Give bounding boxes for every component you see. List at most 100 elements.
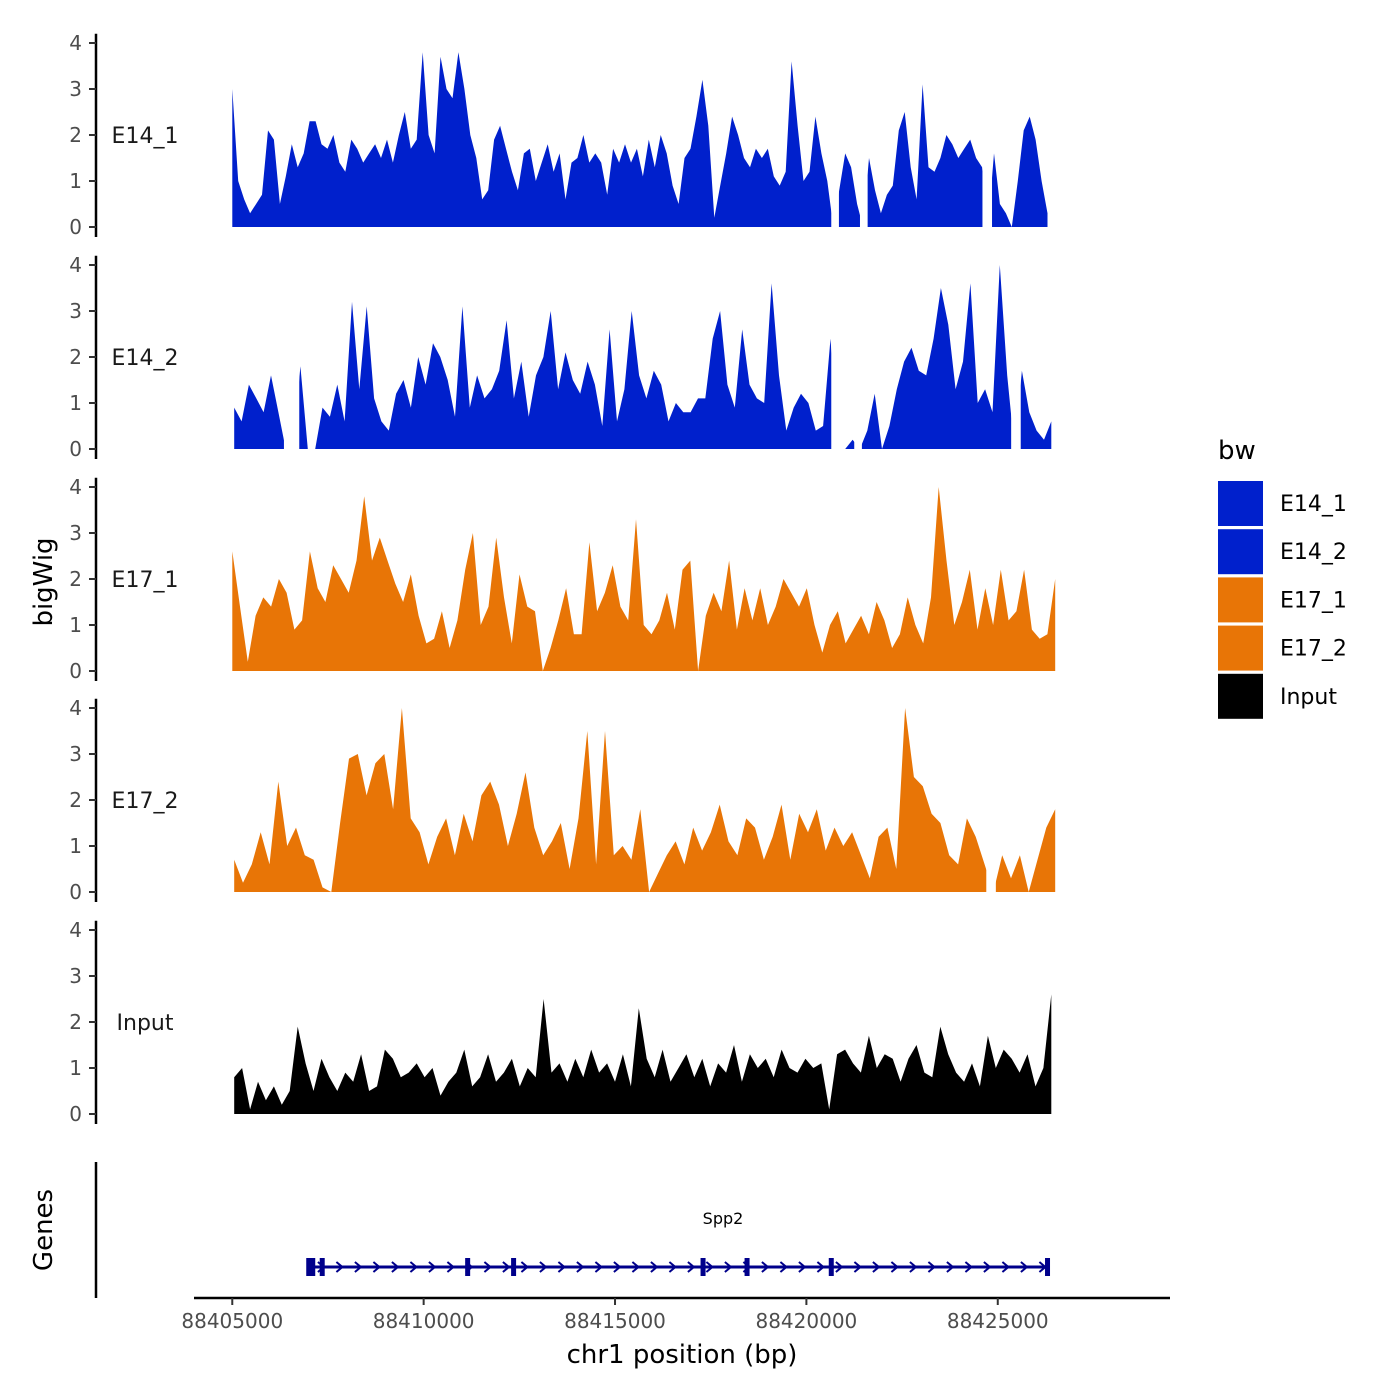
signal-area-e17-1 [232, 487, 1056, 671]
x-ticks: 88405000 88410000 88415000 88420000 88425000 [181, 1298, 1049, 1333]
track-panels: 0 1 2 3 4 E14_1 0 1 2 3 4 E14_2 0 1 2 3 4 E17_1 0 1 2 3 4 E17_2… [69, 31, 1056, 1126]
strand-chevron [946, 1261, 955, 1273]
strand-chevron [631, 1261, 640, 1273]
strand-chevron [409, 1261, 418, 1273]
y-tick-label: 3 [69, 742, 82, 766]
strand-chevron [576, 1261, 585, 1273]
strand-chevron [446, 1261, 455, 1273]
x-axis: 88405000 88410000 88415000 88420000 88425000… [181, 1296, 1170, 1370]
y-tick-label: 3 [69, 964, 82, 988]
legend-items: E14_1 E14_2 E17_1 E17_2 Input [1218, 481, 1347, 719]
gene-exon [744, 1258, 750, 1276]
strand-chevron [872, 1261, 881, 1273]
x-tick-label: 88420000 [755, 1309, 857, 1333]
genes-axis-title: Genes [29, 1189, 59, 1271]
signal-gap [831, 33, 839, 227]
legend-title: bw [1218, 436, 1256, 466]
strand-chevron [391, 1261, 400, 1273]
y-tick-label: 4 [69, 696, 82, 720]
y-tick-label: 4 [69, 918, 82, 942]
track-e17-2: 0 1 2 3 4 E17_2 [69, 696, 1056, 904]
y-tick-label: 4 [69, 475, 82, 499]
legend-swatch [1218, 625, 1263, 671]
x-axis-title: chr1 position (bp) [567, 1340, 798, 1370]
strand-chevron [779, 1261, 788, 1273]
y-tick-label: 2 [69, 788, 82, 812]
strand-chevron [557, 1261, 566, 1273]
strand-chevron [983, 1261, 992, 1273]
track-label: E14_1 [112, 124, 179, 149]
signal-gap [831, 255, 839, 449]
legend: bw E14_1 E14_2 E17_1 E17_2 Input [1218, 436, 1347, 719]
y-tick-label: 0 [69, 437, 82, 461]
track-label: E17_1 [112, 568, 179, 593]
track-input: 0 1 2 3 4 Input [69, 918, 1052, 1126]
y-tick-label: 1 [69, 1056, 82, 1080]
strand-chevron [927, 1261, 936, 1273]
legend-label: E14_2 [1280, 540, 1347, 565]
strand-chevron [835, 1261, 844, 1273]
legend-label: E17_2 [1280, 637, 1347, 662]
strand-chevron [890, 1261, 899, 1273]
strand-chevron [539, 1261, 548, 1273]
legend-swatch [1218, 673, 1263, 719]
y-tick-label: 1 [69, 169, 82, 193]
y-tick-label: 0 [69, 215, 82, 239]
legend-label: E17_1 [1280, 588, 1347, 613]
y-tick-label: 0 [69, 880, 82, 904]
y-tick-label: 1 [69, 613, 82, 637]
y-tick-label: 1 [69, 391, 82, 415]
strand-chevron [798, 1261, 807, 1273]
signal-gap [1011, 255, 1021, 449]
strand-chevron [853, 1261, 862, 1273]
strand-chevron [1020, 1261, 1029, 1273]
gene-label: Spp2 [703, 1209, 744, 1228]
gene-panel: Genes Spp2 [29, 1162, 1051, 1298]
strand-chevron [705, 1261, 714, 1273]
strand-chevron [668, 1261, 677, 1273]
track-label: E14_2 [112, 346, 179, 371]
gene-exon [306, 1258, 316, 1276]
y-tick-label: 0 [69, 659, 82, 683]
track-e14-1: 0 1 2 3 4 E14_1 [69, 31, 1048, 239]
y-tick-label: 2 [69, 345, 82, 369]
legend-swatch [1218, 577, 1263, 623]
gene-exon [319, 1258, 325, 1276]
gene-exon [465, 1258, 471, 1276]
strand-chevron [613, 1261, 622, 1273]
gene-exon [1045, 1258, 1051, 1276]
strand-chevron [724, 1261, 733, 1273]
y-tick-label: 2 [69, 567, 82, 591]
signal-gap [854, 255, 862, 449]
signal-area-e14-1 [232, 52, 1048, 228]
y-tick-label: 4 [69, 31, 82, 55]
y-tick-label: 4 [69, 253, 82, 277]
strand-chevron [594, 1261, 603, 1273]
strand-chevron [964, 1261, 973, 1273]
signal-gap [986, 698, 996, 892]
strand-chevron [650, 1261, 659, 1273]
y-axis-title: bigWig [29, 537, 59, 626]
legend-label: E14_1 [1280, 492, 1347, 517]
strand-chevron [372, 1261, 381, 1273]
y-tick-label: 0 [69, 1102, 82, 1126]
strand-chevron [761, 1261, 770, 1273]
track-e17-1: 0 1 2 3 4 E17_1 [69, 475, 1056, 683]
strand-chevron [335, 1261, 344, 1273]
strand-chevron [354, 1261, 363, 1273]
strand-chevron [687, 1261, 696, 1273]
strand-chevron [816, 1261, 825, 1273]
track-label: Input [117, 1011, 174, 1036]
gene-exon [511, 1258, 517, 1276]
track-label: E17_2 [112, 789, 179, 814]
strand-chevron [520, 1261, 529, 1273]
gene-exon [828, 1258, 834, 1276]
strand-chevron [909, 1261, 918, 1273]
strand-chevron [428, 1261, 437, 1273]
y-tick-label: 3 [69, 299, 82, 323]
legend-swatch [1218, 529, 1263, 575]
y-tick-label: 2 [69, 1010, 82, 1034]
y-tick-label: 1 [69, 834, 82, 858]
y-tick-label: 3 [69, 521, 82, 545]
